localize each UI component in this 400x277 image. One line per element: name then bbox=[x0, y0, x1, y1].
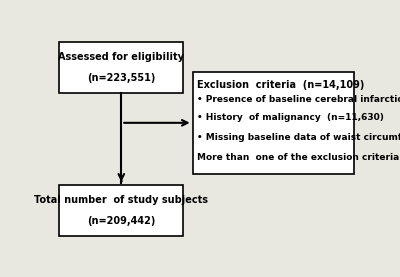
Text: • Presence of baseline cerebral infarction  (n=2,387): • Presence of baseline cerebral infarcti… bbox=[197, 95, 400, 104]
Text: (n=209,442): (n=209,442) bbox=[87, 216, 156, 225]
Text: • History  of malignancy  (n=11,630): • History of malignancy (n=11,630) bbox=[197, 113, 384, 122]
Bar bbox=[193, 72, 354, 174]
Text: (n=223,551): (n=223,551) bbox=[87, 73, 156, 83]
Text: • Missing baseline data of waist circumference  (n=99): • Missing baseline data of waist circumf… bbox=[197, 133, 400, 142]
Text: More than  one of the exclusion criteria  (n=7): More than one of the exclusion criteria … bbox=[197, 153, 400, 162]
Bar bbox=[59, 42, 183, 93]
Text: Exclusion  criteria  (n=14,109): Exclusion criteria (n=14,109) bbox=[197, 80, 365, 90]
Bar bbox=[59, 185, 183, 236]
Text: Assessed for eligibility: Assessed for eligibility bbox=[58, 52, 184, 62]
Text: Total number  of study subjects: Total number of study subjects bbox=[34, 195, 208, 205]
